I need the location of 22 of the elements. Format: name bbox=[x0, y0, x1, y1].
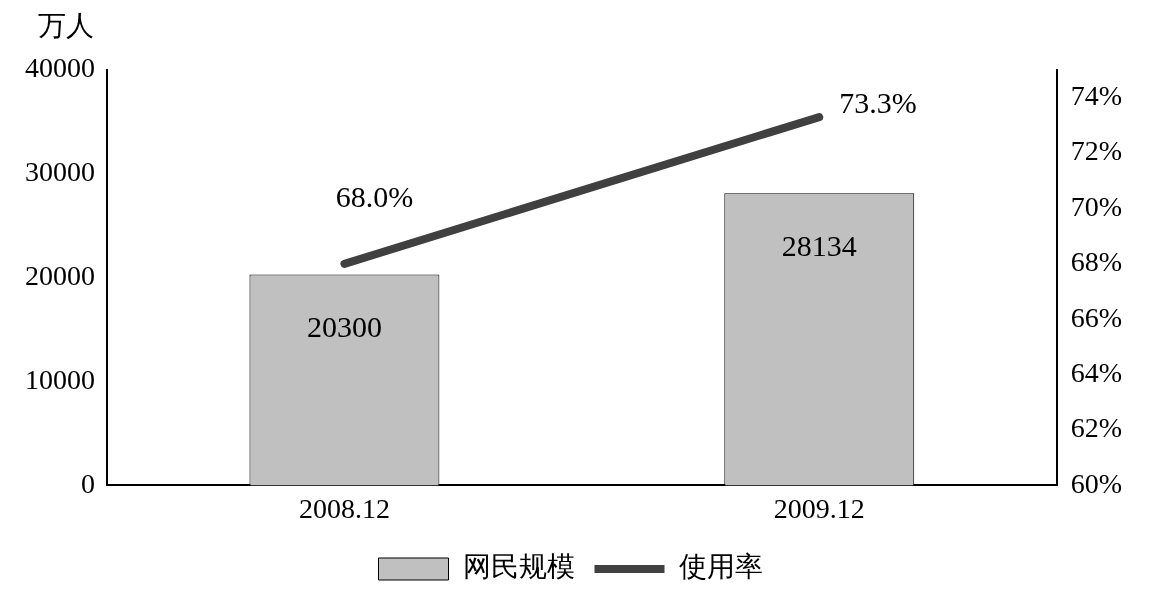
y2-tick-label: 72% bbox=[1070, 135, 1122, 167]
legend-label: 使用率 bbox=[678, 551, 763, 583]
y2-tick-label: 66% bbox=[1070, 301, 1122, 333]
y-tick-label: 10000 bbox=[25, 363, 95, 395]
x-tick-label: 2008.12 bbox=[298, 492, 390, 524]
data-label: 20300 bbox=[306, 310, 382, 344]
y2-tick-label: 74% bbox=[1070, 80, 1122, 112]
y-tick-label: 0 bbox=[81, 467, 95, 499]
y2-tick-label: 68% bbox=[1070, 246, 1122, 278]
y-axis-title: 万人 bbox=[38, 10, 94, 42]
y2-tick-label: 70% bbox=[1070, 190, 1122, 222]
y-tick-label: 30000 bbox=[25, 156, 95, 188]
y2-tick-label: 64% bbox=[1070, 356, 1122, 388]
legend-label: 网民规模 bbox=[462, 551, 575, 583]
y-tick-label: 40000 bbox=[25, 52, 95, 84]
data-label: 68.0% bbox=[335, 179, 414, 213]
x-tick-label: 2009.12 bbox=[773, 492, 865, 524]
y-tick-label: 20000 bbox=[25, 260, 95, 292]
data-label: 73.3% bbox=[839, 85, 917, 119]
data-label: 28134 bbox=[781, 229, 857, 263]
y2-tick-label: 62% bbox=[1070, 412, 1122, 444]
y2-tick-label: 60% bbox=[1070, 467, 1122, 499]
